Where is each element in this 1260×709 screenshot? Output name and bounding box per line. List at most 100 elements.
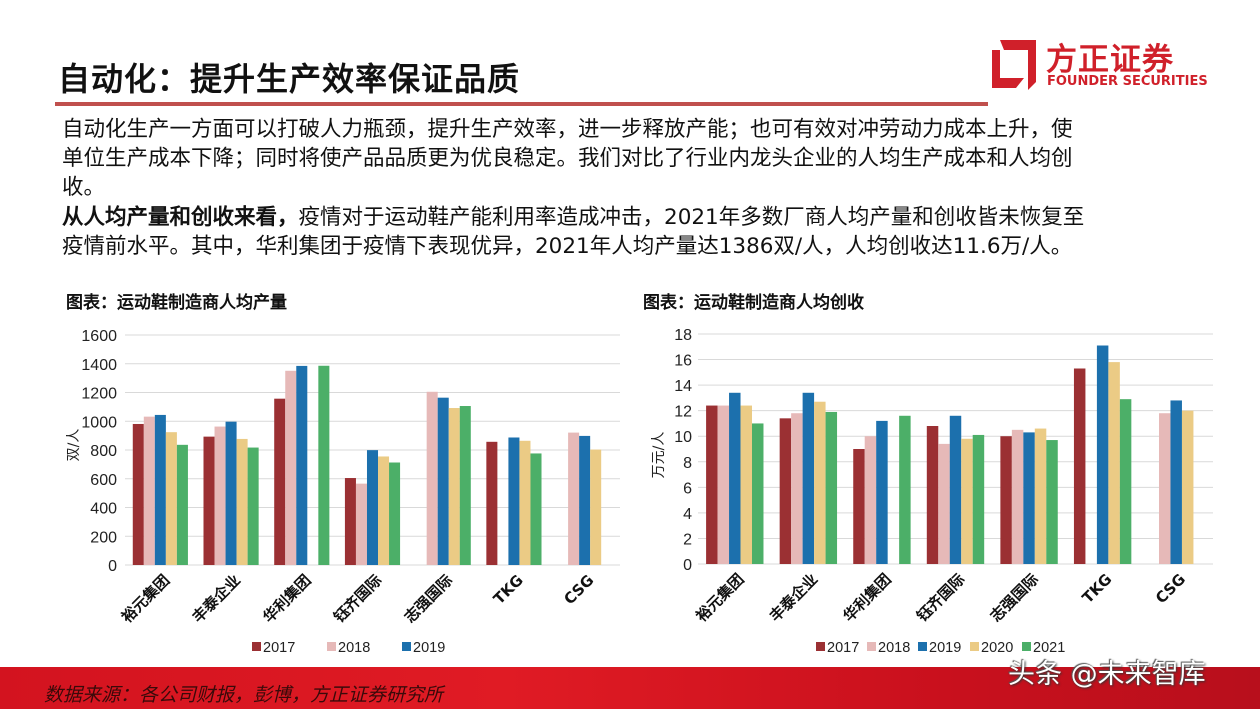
bar: [355, 483, 367, 565]
bar: [344, 478, 356, 565]
legend-label: 2018: [338, 640, 370, 656]
bar: [274, 398, 286, 565]
logo-text-en: FOUNDER SECURITIES: [1047, 74, 1208, 89]
x-tick-label: 丰泰企业: [766, 570, 821, 625]
bar: [236, 438, 248, 565]
bar: [825, 411, 838, 564]
bar: [154, 414, 166, 565]
chart-title-revenue: 图表：运动鞋制造商人均创收: [643, 293, 864, 313]
bar: [225, 421, 237, 565]
bar: [938, 443, 950, 564]
bar: [366, 450, 379, 565]
y-tick-label: 18: [674, 327, 692, 344]
bar: [426, 391, 438, 565]
chart-title-output: 图表：运动鞋制造商人均产量: [66, 293, 287, 313]
bar: [285, 370, 297, 565]
footer-band: [0, 667, 1260, 709]
x-tick-label: TKG: [1079, 570, 1116, 607]
legend-label: 2018: [878, 640, 910, 656]
x-tick-label: 裕元集团: [117, 571, 173, 627]
bar: [926, 426, 939, 564]
y-tick-label: 800: [90, 443, 117, 460]
bar: [176, 444, 188, 565]
y-tick-label: 400: [90, 501, 117, 518]
bar: [706, 405, 718, 564]
bar: [247, 447, 259, 565]
x-tick-label: 裕元集团: [692, 570, 748, 626]
bar: [961, 438, 973, 564]
y-tick-label: 1600: [81, 328, 117, 345]
bar: [132, 423, 144, 565]
y-tick-label: 0: [108, 558, 117, 575]
bar: [1108, 362, 1120, 564]
bar: [590, 449, 602, 565]
bar: [752, 423, 764, 564]
bar: [508, 437, 520, 565]
x-tick-label: 志强国际: [401, 571, 456, 626]
y-tick-label: 2: [683, 531, 692, 548]
bar: [579, 435, 591, 565]
y-tick-label: 4: [683, 506, 692, 523]
bar: [214, 426, 226, 565]
y-tick-label: 1400: [81, 357, 117, 374]
y-tick-label: 600: [90, 472, 117, 489]
bar: [519, 440, 531, 565]
bar: [1158, 413, 1171, 564]
bar: [1170, 400, 1182, 564]
bar: [740, 405, 753, 564]
logo-text-cn: 方正证券: [1046, 42, 1174, 78]
body-text: 疫情对于运动鞋产能利用率造成冲击，2021年多数厂商人均产量和创收皆未恢复至: [298, 205, 1085, 230]
legend-swatch: [252, 642, 261, 651]
body-line: 自动化生产一方面可以打破人力瓶颈，提升生产效率，进一步释放产能；也可有效对冲劳动…: [62, 117, 1073, 142]
x-tick-label: CSG: [560, 571, 597, 608]
x-tick-label: 钰齐国际: [330, 571, 385, 626]
bar: [1000, 436, 1012, 564]
bar: [972, 434, 985, 564]
legend-label: 2019: [929, 640, 961, 656]
y-tick-label: 1000: [81, 414, 117, 431]
legend-label: 2021: [1033, 640, 1065, 656]
data-source: 数据来源：各公司财报，彭博，方正证券研究所: [44, 684, 444, 706]
y-tick-label: 10: [674, 429, 692, 446]
legend-label: 2019: [413, 640, 445, 656]
legend-swatch: [970, 642, 979, 651]
body-line: 疫情前水平。其中，华利集团于疫情下表现优异，2021年人均产量达1386双/人，…: [62, 234, 1073, 259]
y-tick-label: 6: [683, 480, 692, 497]
bar: [459, 406, 471, 565]
legend-swatch: [327, 642, 336, 651]
y-tick-label: 200: [90, 529, 117, 546]
y-tick-label: 0: [683, 557, 692, 574]
founder-securities-logo: 方正证券 FOUNDER SECURITIES: [990, 34, 1208, 94]
bar: [203, 436, 215, 565]
y-axis-label: 万元/人: [651, 432, 667, 479]
bar: [318, 365, 330, 565]
bar: [779, 418, 792, 564]
body-line: 单位生产成本下降；同时将使产品品质更为优良稳定。我们对比了行业内龙头企业的人均生…: [62, 146, 1073, 171]
y-axis-label: 双/人: [66, 429, 82, 462]
bar: [949, 415, 962, 564]
legend-swatch: [402, 642, 411, 651]
legend-swatch: [1022, 642, 1031, 651]
title-divider: [55, 102, 988, 106]
watermark: 头条 @未来智库: [1008, 659, 1206, 690]
bar: [389, 462, 401, 565]
bar: [853, 449, 865, 564]
bar: [296, 365, 308, 565]
bar: [791, 413, 803, 564]
x-tick-label: CSG: [1152, 570, 1189, 607]
legend-label: 2017: [263, 640, 295, 656]
body-line: 从人均产量和创收来看，疫情对于运动鞋产能利用率造成冲击，2021年多数厂商人均产…: [62, 203, 1084, 232]
legend-swatch: [918, 642, 927, 651]
bar: [802, 392, 815, 564]
x-tick-label: 华利集团: [259, 571, 314, 626]
logo-mark-icon: [992, 40, 1036, 90]
legend-swatch: [867, 642, 876, 651]
y-tick-label: 1200: [81, 386, 117, 403]
x-tick-label: 志强国际: [987, 570, 1042, 625]
bar: [1119, 399, 1132, 564]
y-tick-label: 14: [674, 378, 692, 395]
bar: [876, 420, 888, 564]
y-tick-label: 16: [674, 353, 692, 370]
bar: [1181, 410, 1194, 564]
